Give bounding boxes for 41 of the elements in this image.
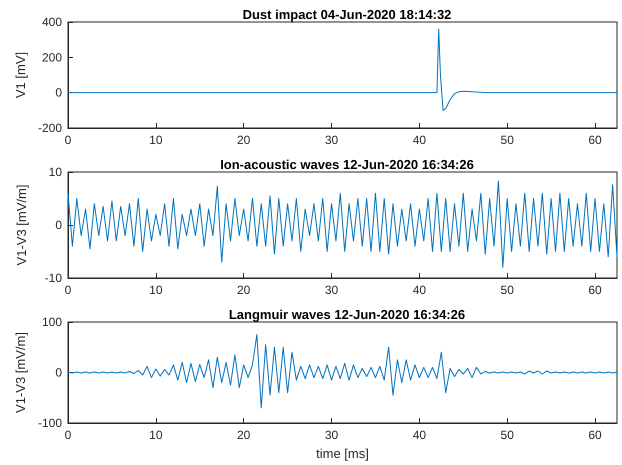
- x-tick-label: 0: [64, 428, 72, 442]
- x-tick-label: 10: [149, 428, 163, 442]
- y-tick-label: 200: [42, 50, 62, 64]
- x-tick-label: 40: [412, 428, 426, 442]
- x-tick-label: 50: [500, 428, 514, 442]
- y-tick-label: 0: [55, 366, 62, 380]
- x-tick-label: 60: [588, 133, 602, 147]
- x-tick-label: 20: [237, 283, 251, 297]
- x-tick-label: 50: [500, 283, 514, 297]
- x-tick-label: 60: [588, 283, 602, 297]
- y-tick-label: 0: [55, 218, 62, 232]
- chart-title: Langmuir waves 12-Jun-2020 16:34:26: [228, 307, 466, 322]
- x-tick-label: 30: [324, 133, 339, 147]
- line-series: [68, 334, 618, 408]
- y-tick-label: -200: [38, 121, 62, 135]
- y-tick-label: 10: [48, 165, 62, 179]
- y-tick-label: 0: [55, 86, 62, 100]
- x-tick-label: 10: [149, 133, 163, 147]
- y-tick-label: 100: [42, 315, 62, 329]
- x-tick-label: 0: [64, 283, 72, 297]
- x-axis-title: time [ms]: [316, 446, 369, 461]
- x-tick-label: 10: [149, 283, 163, 297]
- chart-title: Ion-acoustic waves 12-Jun-2020 16:34:26: [220, 157, 474, 172]
- chart-title: Dust impact 04-Jun-2020 18:14:32: [242, 7, 452, 22]
- y-tick-label: -100: [38, 416, 62, 430]
- line-series: [68, 180, 618, 268]
- x-tick-label: 50: [500, 133, 514, 147]
- x-tick-label: 30: [324, 283, 339, 297]
- x-tick-label: 20: [237, 428, 251, 442]
- x-tick-label: 20: [237, 133, 251, 147]
- x-tick-label: 60: [588, 428, 602, 442]
- y-tick-label: 400: [42, 15, 62, 29]
- x-tick-label: 40: [412, 133, 426, 147]
- y-axis-title: V1-V3 [mV/m]: [14, 184, 29, 266]
- line-series: [68, 28, 618, 111]
- x-tick-label: 40: [412, 283, 426, 297]
- y-axis-title: V1-V3 [mV/m]: [13, 332, 28, 413]
- y-axis-title: V1 [mV]: [13, 52, 28, 98]
- x-tick-label: 0: [64, 133, 72, 147]
- x-tick-label: 30: [324, 428, 339, 442]
- y-tick-label: -10: [44, 271, 62, 285]
